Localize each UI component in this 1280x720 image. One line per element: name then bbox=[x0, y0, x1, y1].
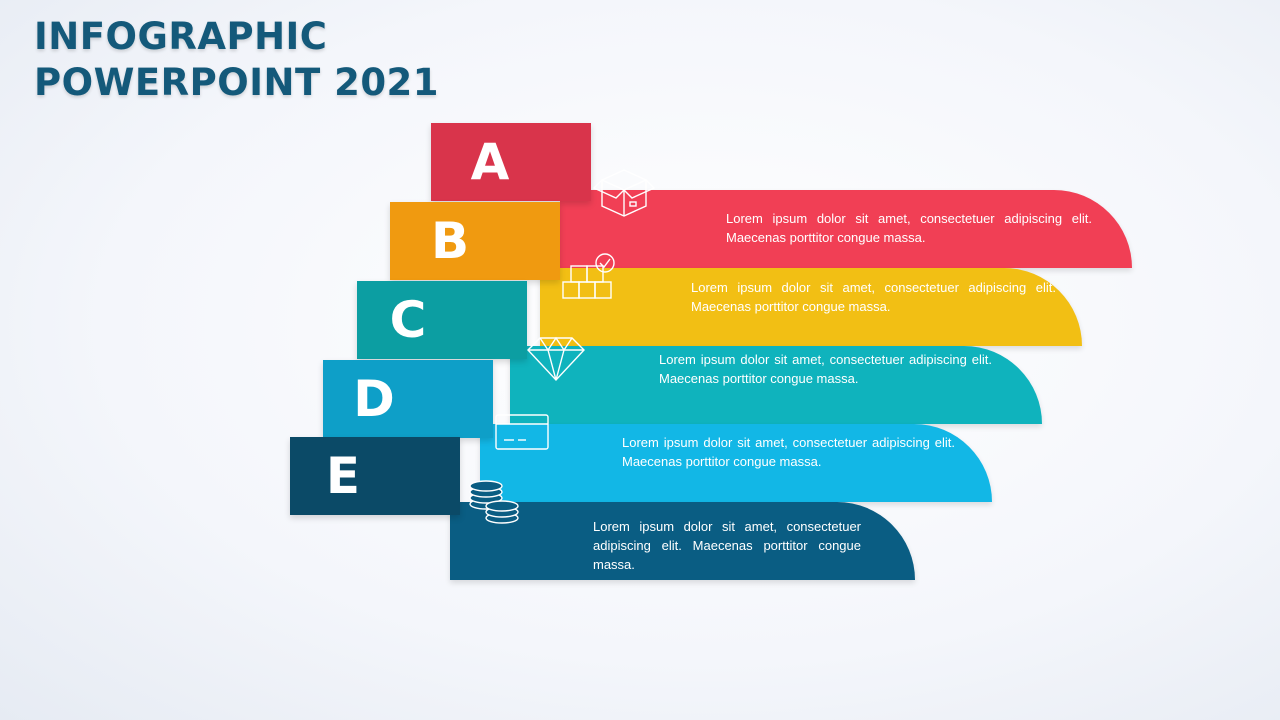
letter-d: D bbox=[353, 370, 395, 428]
pencil-band-b bbox=[300, 202, 800, 281]
letter-c: C bbox=[389, 291, 427, 349]
text-b: Lorem ipsum dolor sit amet, consectetuer… bbox=[691, 280, 1056, 314]
credit-card-icon bbox=[495, 414, 549, 450]
band-e bbox=[450, 502, 915, 580]
band-a bbox=[560, 190, 1132, 268]
text-e: Lorem ipsum dolor sit amet, consectetuer… bbox=[593, 519, 861, 572]
letter-a: A bbox=[470, 133, 510, 191]
text-c: Lorem ipsum dolor sit amet, consectetuer… bbox=[659, 352, 992, 386]
coins-icon bbox=[469, 480, 519, 524]
letter-b: B bbox=[430, 212, 470, 270]
band-b bbox=[540, 268, 1082, 346]
letter-e: E bbox=[325, 447, 361, 505]
diamond-icon bbox=[527, 336, 585, 382]
text-d: Lorem ipsum dolor sit amet, consectetuer… bbox=[622, 435, 955, 469]
pencil-band-a bbox=[300, 123, 800, 202]
letter-box-d: D bbox=[323, 360, 493, 438]
open-box-icon bbox=[592, 169, 656, 217]
band-d bbox=[480, 424, 992, 502]
letter-box-b: B bbox=[390, 202, 560, 280]
page-title: INFOGRAPHIC POWERPOINT 2021 bbox=[34, 14, 439, 106]
title-line-2: POWERPOINT 2021 bbox=[34, 61, 440, 104]
letter-box-c: C bbox=[357, 281, 527, 359]
text-a: Lorem ipsum dolor sit amet, consectetuer… bbox=[726, 211, 1092, 245]
pencil-cap bbox=[300, 0, 800, 123]
title-line-1: INFOGRAPHIC bbox=[34, 15, 328, 58]
letter-box-e: E bbox=[290, 437, 460, 515]
stacked-boxes-check-icon bbox=[562, 253, 615, 299]
letter-box-a: A bbox=[431, 123, 591, 201]
pencil-tip bbox=[273, 454, 571, 720]
band-c bbox=[510, 346, 1042, 424]
